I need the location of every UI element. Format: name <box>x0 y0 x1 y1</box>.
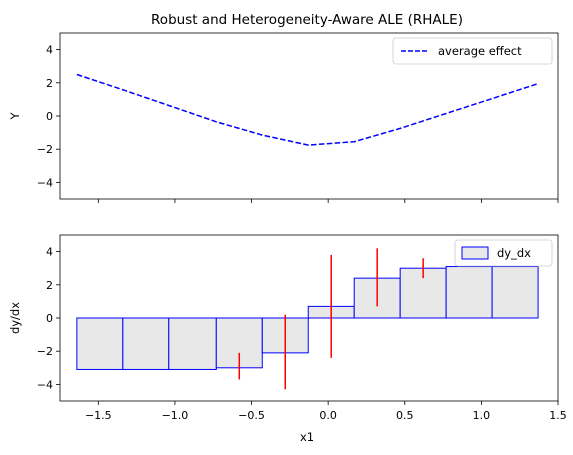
top-y-tick-label: 4 <box>46 44 53 57</box>
chart-title: Robust and Heterogeneity-Aware ALE (RHAL… <box>151 12 463 28</box>
bottom-x-axis: −1.5 −1.0 −0.5 0.0 0.5 1.0 1.5 <box>85 401 567 422</box>
bar <box>491 266 539 319</box>
bottom-x-tick-label: 1.5 <box>549 409 567 422</box>
bottom-y-tick-label: −4 <box>37 378 53 391</box>
x-axis-label: x1 <box>300 430 314 444</box>
bottom-x-tick-label: 1.0 <box>473 409 491 422</box>
bar <box>76 317 124 370</box>
top-y-tick-label: 0 <box>46 110 53 123</box>
bottom-y-tick-label: 0 <box>46 312 53 325</box>
bottom-y-axis-label: dy/dx <box>8 302 22 334</box>
bottom-x-tick-label: −0.5 <box>238 409 265 422</box>
bottom-x-tick-label: 0.5 <box>396 409 414 422</box>
top-legend-box <box>392 37 553 65</box>
bar <box>445 266 493 319</box>
top-legend: average effect <box>392 37 553 65</box>
top-y-tick-label: 2 <box>46 77 53 90</box>
bottom-legend: dy_dx <box>454 239 553 267</box>
top-y-tick-label: −4 <box>37 176 53 189</box>
bar <box>168 317 217 370</box>
average-effect-line <box>76 73 539 146</box>
bottom-y-tick-label: 4 <box>46 246 53 259</box>
legend-label-dy-dx: dy_dx <box>497 246 531 260</box>
bottom-x-tick-label: −1.5 <box>85 409 112 422</box>
bottom-y-tick-label: 2 <box>46 279 53 292</box>
legend-label-average-effect: average effect <box>438 44 522 58</box>
top-plot-area <box>76 73 539 146</box>
error-bars <box>238 248 424 390</box>
bottom-x-tick-label: −1.0 <box>162 409 189 422</box>
bottom-y-tick-label: −2 <box>37 345 53 358</box>
bar <box>122 317 170 370</box>
bottom-x-tick-label: 0.0 <box>319 409 337 422</box>
top-y-axis-label: Y <box>8 112 22 121</box>
bottom-y-axis: −4 −2 0 2 4 <box>37 246 60 391</box>
bottom-panel: −4 −2 0 2 4 −1.5 −1.0 −0.5 0.0 0.5 1.0 1.5 dy/dx x… <box>8 234 567 444</box>
top-y-tick-label: −2 <box>37 143 53 156</box>
bottom-plot-area <box>76 266 539 370</box>
legend-swatch-dy-dx <box>461 246 489 260</box>
top-panel: −4 −2 0 2 4 Y average effect <box>8 32 559 203</box>
top-y-axis: −4 −2 0 2 4 <box>37 44 60 189</box>
top-x-axis <box>97 199 559 203</box>
